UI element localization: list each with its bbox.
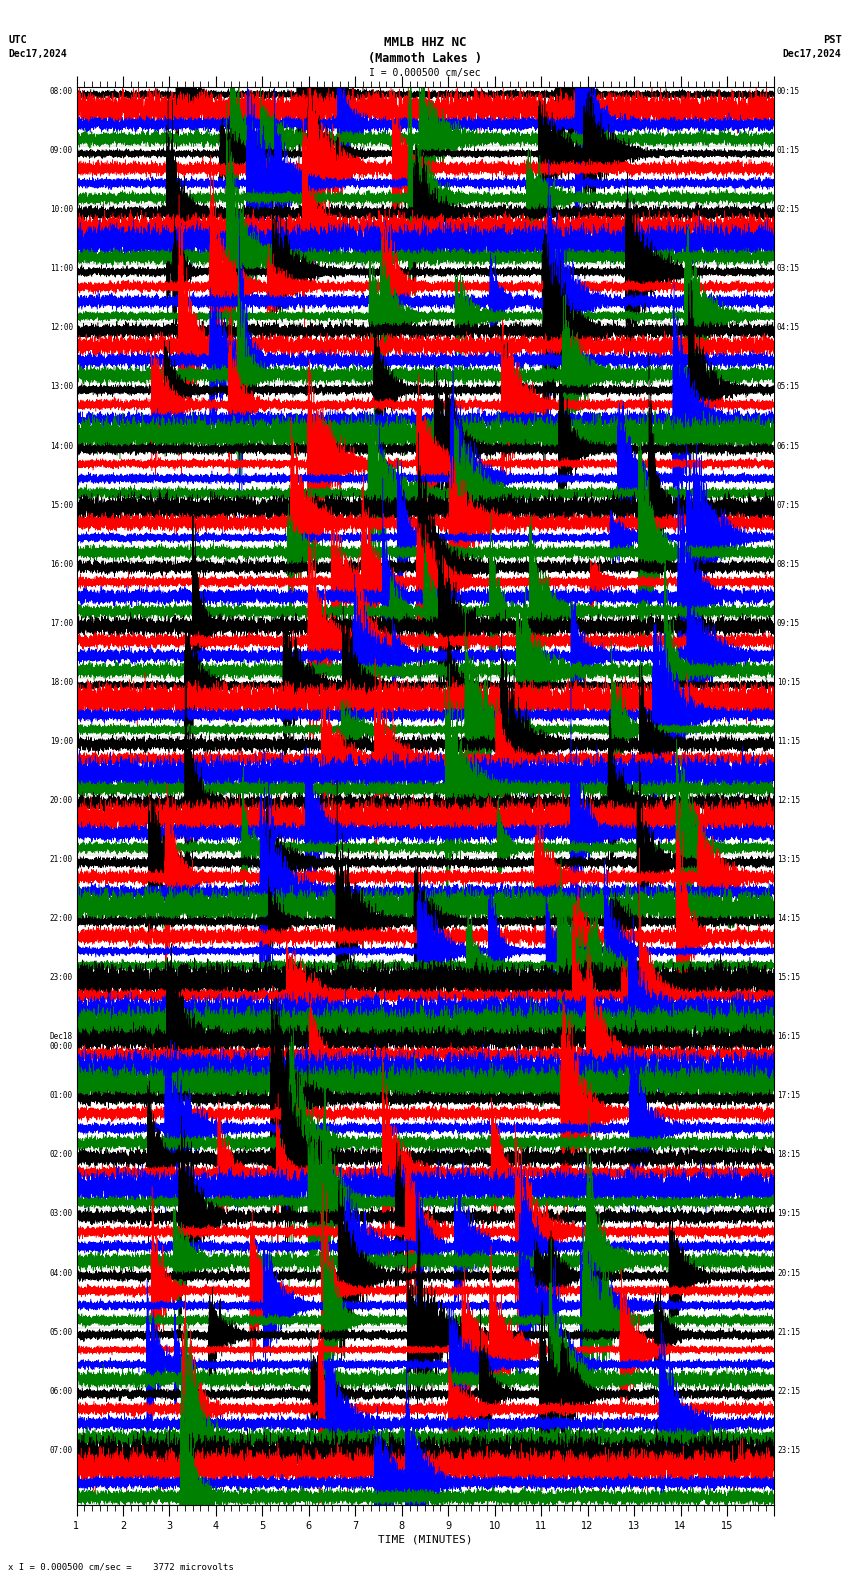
- Text: 07:00: 07:00: [50, 1446, 73, 1454]
- Text: 15:00: 15:00: [50, 501, 73, 510]
- Text: 08:15: 08:15: [777, 559, 800, 569]
- Text: 09:15: 09:15: [777, 619, 800, 627]
- Text: Dec17,2024: Dec17,2024: [783, 49, 842, 59]
- Text: 06:00: 06:00: [50, 1386, 73, 1396]
- Text: 16:00: 16:00: [50, 559, 73, 569]
- Text: 19:00: 19:00: [50, 737, 73, 746]
- Text: PST: PST: [823, 35, 842, 44]
- Text: 14:00: 14:00: [50, 442, 73, 450]
- Text: 11:00: 11:00: [50, 265, 73, 274]
- Text: I = 0.000500 cm/sec: I = 0.000500 cm/sec: [369, 68, 481, 78]
- Text: 05:15: 05:15: [777, 382, 800, 391]
- Text: 19:15: 19:15: [777, 1210, 800, 1218]
- Text: 05:00: 05:00: [50, 1327, 73, 1337]
- Text: 18:15: 18:15: [777, 1150, 800, 1159]
- Text: 23:15: 23:15: [777, 1446, 800, 1454]
- Text: 15:15: 15:15: [777, 973, 800, 982]
- Text: 06:15: 06:15: [777, 442, 800, 450]
- Text: 18:00: 18:00: [50, 678, 73, 687]
- Text: 20:00: 20:00: [50, 795, 73, 805]
- Text: 03:00: 03:00: [50, 1210, 73, 1218]
- Text: 22:15: 22:15: [777, 1386, 800, 1396]
- Text: Dec17,2024: Dec17,2024: [8, 49, 67, 59]
- Text: x I = 0.000500 cm/sec =    3772 microvolts: x I = 0.000500 cm/sec = 3772 microvolts: [8, 1562, 235, 1571]
- Text: 01:00: 01:00: [50, 1091, 73, 1101]
- Text: 23:00: 23:00: [50, 973, 73, 982]
- Text: 08:00: 08:00: [50, 87, 73, 97]
- Text: 22:00: 22:00: [50, 914, 73, 923]
- Text: 01:15: 01:15: [777, 146, 800, 155]
- X-axis label: TIME (MINUTES): TIME (MINUTES): [377, 1535, 473, 1544]
- Text: 07:15: 07:15: [777, 501, 800, 510]
- Text: (Mammoth Lakes ): (Mammoth Lakes ): [368, 52, 482, 65]
- Text: 16:15: 16:15: [777, 1033, 800, 1041]
- Text: 03:15: 03:15: [777, 265, 800, 274]
- Text: 11:15: 11:15: [777, 737, 800, 746]
- Text: 12:00: 12:00: [50, 323, 73, 333]
- Text: 14:15: 14:15: [777, 914, 800, 923]
- Text: 10:00: 10:00: [50, 206, 73, 214]
- Text: 17:15: 17:15: [777, 1091, 800, 1101]
- Text: UTC: UTC: [8, 35, 27, 44]
- Text: 21:15: 21:15: [777, 1327, 800, 1337]
- Text: 20:15: 20:15: [777, 1269, 800, 1278]
- Text: 02:15: 02:15: [777, 206, 800, 214]
- Text: 17:00: 17:00: [50, 619, 73, 627]
- Text: MMLB HHZ NC: MMLB HHZ NC: [383, 36, 467, 49]
- Text: 04:00: 04:00: [50, 1269, 73, 1278]
- Text: 21:00: 21:00: [50, 855, 73, 863]
- Text: 09:00: 09:00: [50, 146, 73, 155]
- Text: 13:15: 13:15: [777, 855, 800, 863]
- Text: Dec18
00:00: Dec18 00:00: [50, 1033, 73, 1050]
- Text: 10:15: 10:15: [777, 678, 800, 687]
- Text: 12:15: 12:15: [777, 795, 800, 805]
- Text: 00:15: 00:15: [777, 87, 800, 97]
- Text: 02:00: 02:00: [50, 1150, 73, 1159]
- Text: 04:15: 04:15: [777, 323, 800, 333]
- Text: 13:00: 13:00: [50, 382, 73, 391]
